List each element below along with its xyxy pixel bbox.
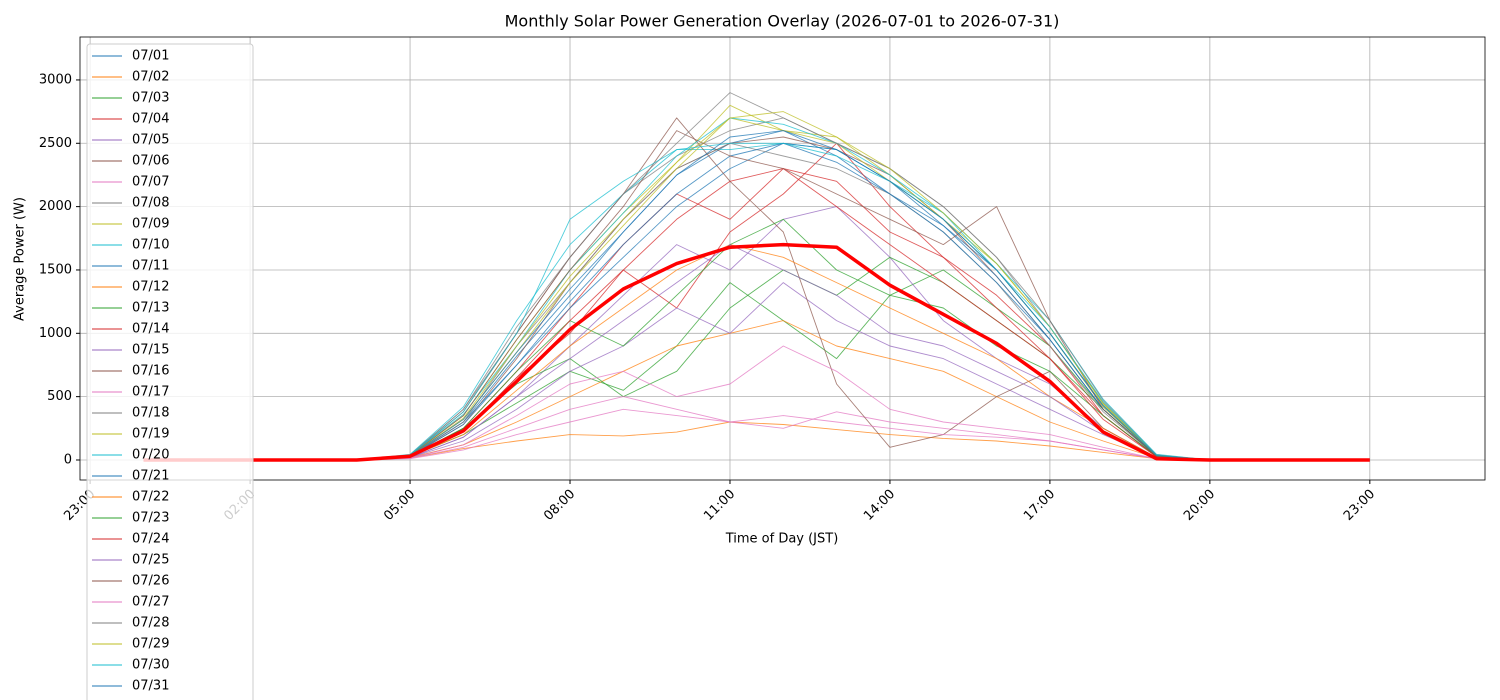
plot-frame [79,36,1486,481]
legend-label: 07/16 [132,364,169,379]
legend: 07/01 07/02 07/03 07/04 07/05 07/06 07/07 07/08… [86,43,254,700]
legend-box [86,43,254,700]
x-tick-label: 17:00 [1021,487,1058,524]
legend-label: 07/19 [132,427,169,442]
chart-title: Monthly Solar Power Generation Overlay (… [505,12,1060,31]
legend-label: 07/07 [132,175,169,190]
x-tick-label: 05:00 [381,487,418,524]
y-tick-label: 1000 [39,326,72,341]
legend-label: 07/31 [132,679,169,694]
day-line [143,130,1370,461]
x-tick-label: 08:00 [541,487,578,524]
legend-label: 07/02 [132,70,169,85]
legend-label: 07/15 [132,343,169,358]
day-line [143,136,1370,461]
legend-label: 07/01 [132,49,169,64]
legend-label: 07/18 [132,406,169,421]
legend-label: 07/10 [132,238,169,253]
legend-label: 07/26 [132,574,169,589]
legend-label: 07/29 [132,637,169,652]
y-tick-label: 500 [47,389,72,404]
x-tick-label: 20:00 [1181,487,1218,524]
x-tick-label: 11:00 [701,487,738,524]
legend-label: 07/06 [132,154,169,169]
average-line [143,242,1370,462]
day-line [143,396,1370,461]
legend-label: 07/11 [132,259,169,274]
x-tick-label: 23:00 [1341,487,1378,524]
day-line [143,408,1370,461]
y-tick-label: 2000 [39,199,72,214]
day-line [143,244,1370,461]
day-line [143,244,1370,461]
day-line [143,111,1370,461]
day-line [143,345,1370,461]
legend-label: 07/08 [132,196,169,211]
day-line [143,282,1370,461]
legend-label: 07/12 [132,280,169,295]
day-line [143,104,1370,461]
day-line [143,168,1370,461]
y-tick-label: 1500 [39,262,72,277]
y-tick-label: 2500 [39,136,72,151]
y-axis-label: Average Power (W) [13,197,28,321]
legend-label: 07/13 [132,301,169,316]
day-line [143,256,1370,461]
day-line [143,92,1370,461]
legend-label: 07/09 [132,217,169,232]
x-axis-label: Time of Day (JST) [725,532,839,547]
day-line [143,130,1370,461]
y-tick-label: 0 [64,452,72,467]
legend-label: 07/23 [132,511,169,526]
day-line [143,320,1370,461]
y-tick-label: 3000 [39,72,72,87]
legend-label: 07/28 [132,616,169,631]
legend-label: 07/05 [132,133,169,148]
day-line [143,218,1370,461]
x-tick-label: 14:00 [861,487,898,524]
legend-label: 07/25 [132,553,169,568]
legend-label: 07/20 [132,448,169,463]
legend-label: 07/27 [132,595,169,610]
legend-label: 07/30 [132,658,169,673]
legend-label: 07/21 [132,469,169,484]
legend-label: 07/14 [132,322,169,337]
legend-label: 07/04 [132,112,169,127]
legend-label: 07/17 [132,385,169,400]
day-line [143,130,1370,461]
legend-label: 07/22 [132,490,169,505]
legend-label: 07/03 [132,91,169,106]
legend-label: 07/24 [132,532,169,547]
day-line [143,421,1370,461]
day-line [143,168,1370,461]
